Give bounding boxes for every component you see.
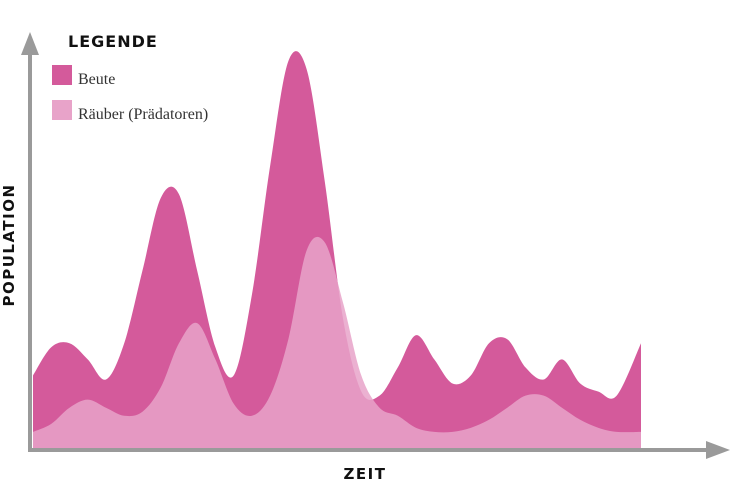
chart-areas — [33, 51, 641, 448]
y-axis-label: POPULATION — [0, 183, 18, 306]
area-raeuber — [33, 236, 641, 448]
y-axis-arrow — [21, 32, 39, 55]
x-axis-arrow — [706, 441, 730, 459]
legend: LEGENDE Beute Räuber (Prädatoren) — [52, 32, 208, 123]
legend-label-raeuber: Räuber (Prädatoren) — [78, 106, 208, 123]
legend-title: LEGENDE — [68, 32, 158, 51]
legend-swatch-beute — [52, 65, 72, 85]
legend-swatch-raeuber — [52, 100, 72, 120]
legend-label-beute: Beute — [78, 71, 115, 88]
x-axis-label: ZEIT — [344, 465, 387, 480]
